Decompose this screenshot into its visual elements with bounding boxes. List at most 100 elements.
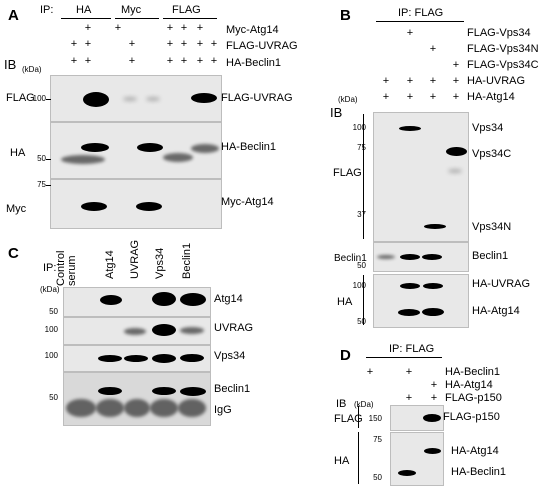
panel-b-side-flag: FLAG [333,167,362,179]
band [180,354,204,362]
panel-a-plus: + [196,55,204,67]
panel-a-plus: + [166,22,174,34]
panel-a-plus: + [196,22,204,34]
band [100,295,122,305]
band [424,224,446,229]
band [422,254,442,260]
panel-d-plus: + [405,392,413,404]
band [96,399,124,417]
panel-a-myc-underline [115,18,159,19]
panel-c-mw-100: 100 [44,325,58,334]
band [163,153,193,162]
panel-a-side-flag: FLAG [6,92,35,104]
band [98,355,122,362]
panel-b-plus: + [429,43,437,55]
band [400,254,420,260]
panel-c-mw-50b: 50 [49,393,58,402]
panel-a-flag-underline [163,18,217,19]
panel-d-plus: + [405,366,413,378]
band [124,355,148,362]
panel-a-plus: + [84,38,92,50]
panel-d-plus: + [430,379,438,391]
panel-d-band-ha-atg14: HA-Atg14 [451,445,499,457]
panel-b-ip-underline [376,21,464,22]
panel-d-cond-flag-p150: FLAG-p150 [445,392,502,404]
panel-a-side-myc: Myc [6,203,27,215]
panel-c-letter: C [8,245,19,262]
band [400,283,420,289]
band [152,354,176,363]
panel-a-mw-100: 100 [32,94,46,103]
panel-d-letter: D [340,347,351,364]
panel-c-vps34-blot [63,345,211,372]
panel-b-plus: + [452,75,460,87]
panel-d-cond-ha-atg14: HA-Atg14 [445,379,493,391]
band [152,292,176,306]
panel-b-band-vps34: Vps34 [472,122,504,134]
panel-a-ip-label: IP: [40,4,54,16]
band [66,399,96,417]
panel-d-mw-150: 150 [368,414,382,423]
panel-a-ip-ha: HA [76,4,92,16]
band [398,470,416,476]
panel-b-band-ha-uvrag: HA-UVRAG [472,278,531,290]
band [152,324,176,336]
panel-a-condition-row-myc-atg14: + + + + + [60,23,220,35]
panel-d-side-ha: HA [334,455,350,467]
panel-b-band-ha-atg14: HA-Atg14 [472,305,520,317]
panel-a-plus: + [180,22,188,34]
panel-a-mw-50: 50 [37,154,46,163]
panel-c-lane-atg14: Atg14 [104,250,116,279]
panel-d-cond-ha-beclin1: HA-Beclin1 [445,366,501,378]
panel-b-mw-37: 37 [357,210,366,219]
panel-b-mw-ha-50: 50 [357,317,366,326]
panel-b-cond-ha-uvrag: HA-UVRAG [467,75,526,87]
panel-a-plus: + [128,38,136,50]
panel-d-plus: + [366,366,374,378]
band [423,283,443,289]
panel-c-band-beclin1: Beclin1 [214,383,251,395]
panel-a-cond-ha-beclin1: HA-Beclin1 [226,57,282,69]
panel-d-plus: + [430,392,438,404]
panel-b-flag-blot [373,112,469,242]
panel-c-beclin1-blot [63,372,211,426]
band [422,308,444,316]
panel-b-ib-label: IB [330,105,343,120]
panel-a-plus: + [166,55,174,67]
panel-b-plus: + [406,75,414,87]
band [423,414,441,422]
panel-d-flag-bracket [358,406,359,428]
panel-c-mw-50: 50 [49,307,58,316]
panel-d-flag-blot [390,405,444,431]
panel-a-condition-row-flag-uvrag: + + + + + + + [60,39,220,51]
band [399,126,421,131]
panel-c-band-vps34: Vps34 [214,350,246,362]
panel-a-ip-myc: Myc [121,4,142,16]
panel-c-band-atg14: Atg14 [214,293,243,305]
band [61,155,105,164]
band [81,202,107,211]
panel-c-kda: (kDa) [40,285,60,294]
panel-b-ha-blot [373,274,469,328]
panel-b-mw-100: 100 [352,123,366,132]
band [398,309,420,316]
panel-b-side-ha: HA [337,296,353,308]
panel-b-flag-bracket [363,114,364,239]
panel-b-plus: + [429,91,437,103]
panel-b-plus: + [406,27,414,39]
band [180,387,206,396]
panel-d-band-flag-p150: FLAG-p150 [443,411,500,423]
panel-a-mw-tick [46,185,51,186]
band [124,328,146,335]
panel-a-plus: + [70,55,78,67]
panel-b-cond-flag-vps34n: FLAG-Vps34N [467,43,539,55]
panel-a-plus: + [210,38,218,50]
panel-b-letter: B [340,7,351,24]
band [191,144,219,153]
panel-d-ip-underline [366,357,442,358]
panel-a-plus: + [210,55,218,67]
panel-a-side-ha: HA [10,147,26,159]
panel-c-lane-control-serum: Control serum [55,250,78,286]
panel-b-kda: (kDa) [338,95,358,104]
panel-c-ip-label: IP: [43,262,57,274]
